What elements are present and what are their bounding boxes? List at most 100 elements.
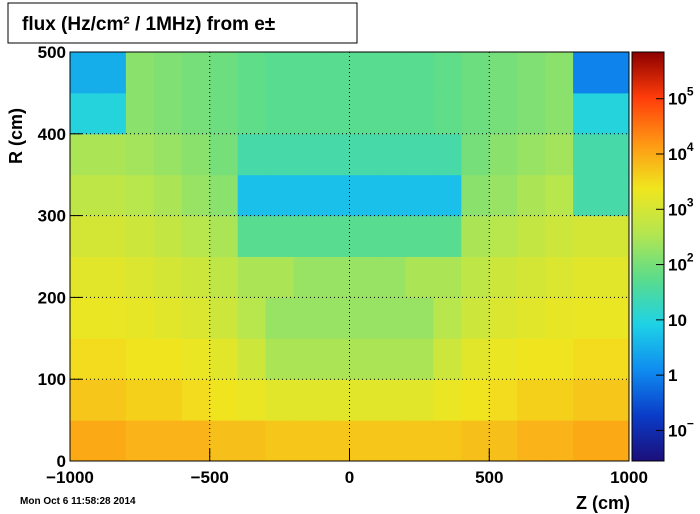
heat-cell [433, 215, 462, 257]
heat-cell [377, 256, 406, 298]
heat-cell [181, 420, 211, 462]
heat-cell [321, 256, 350, 298]
heat-cell [349, 174, 378, 217]
heat-cell [461, 379, 490, 421]
heat-cell [153, 52, 183, 94]
heat-cell [433, 297, 462, 339]
heat-cell [237, 92, 267, 135]
heat-cell [461, 92, 490, 135]
heat-cell [601, 215, 630, 257]
heat-cell [70, 52, 99, 94]
z-tick-label: 103 [668, 195, 694, 219]
heat-cell [293, 338, 323, 380]
heat-cell [349, 338, 378, 380]
heat-cell [517, 297, 546, 339]
heat-cell [125, 174, 155, 217]
heat-cell [237, 215, 267, 257]
heat-cell [265, 420, 295, 462]
heat-cell [489, 133, 518, 176]
x-axis-label: Z (cm) [576, 493, 630, 513]
heat-cell [209, 133, 239, 176]
heat-cell [377, 297, 406, 339]
y-tick-label: 0 [57, 452, 66, 471]
heat-cell [265, 215, 295, 257]
heat-cell [209, 379, 239, 421]
heat-cell [489, 338, 518, 380]
heat-cell [405, 338, 434, 380]
heat-cell [97, 379, 127, 421]
x-tick-label: 1000 [610, 468, 648, 487]
heat-cell [545, 420, 574, 462]
heat-cell [321, 92, 350, 135]
z-tick-exponent: 4 [687, 140, 694, 154]
heat-cell [601, 52, 630, 94]
heat-cell [349, 215, 378, 257]
heat-cell [433, 256, 462, 298]
heat-cell [377, 379, 406, 421]
z-tick-exponent: − [687, 416, 694, 430]
heat-cell [209, 297, 239, 339]
heat-cell [433, 92, 462, 135]
heat-cell [405, 420, 434, 462]
heat-cell [321, 379, 350, 421]
heat-cell [405, 297, 434, 339]
heat-cell [237, 297, 267, 339]
heat-cell [125, 215, 155, 257]
heat-cell [181, 52, 211, 94]
heat-cell [97, 215, 127, 257]
heat-cell [405, 174, 434, 217]
heat-cell [545, 256, 574, 298]
heat-cell [349, 133, 378, 176]
heat-cell [517, 92, 546, 135]
heat-cell [70, 338, 99, 380]
heat-cell [153, 379, 183, 421]
heat-cell [573, 256, 602, 298]
heat-cell [517, 174, 546, 217]
z-tick-label: 10 [668, 311, 687, 330]
z-tick-label: 105 [668, 85, 694, 109]
heat-cell [209, 215, 239, 257]
heat-cell [321, 297, 350, 339]
heat-cell [265, 338, 295, 380]
heat-cell [209, 174, 239, 217]
heat-cell [125, 52, 155, 94]
heat-cell [545, 92, 574, 135]
heat-cell [601, 174, 630, 217]
heat-cell [545, 379, 574, 421]
heat-cell [433, 133, 462, 176]
heat-cell [181, 297, 211, 339]
heat-cell [461, 52, 490, 94]
x-tick-label: 0 [345, 468, 354, 487]
z-tick-exponent: 5 [687, 85, 694, 99]
heat-cell [461, 338, 490, 380]
heat-cell [517, 338, 546, 380]
heat-cell [321, 52, 350, 94]
heat-cell [489, 256, 518, 298]
title-box [7, 2, 358, 44]
heat-cell [461, 256, 490, 298]
heat-cell [349, 297, 378, 339]
heat-cell [293, 215, 323, 257]
heat-cell [405, 133, 434, 176]
heat-cell [461, 215, 490, 257]
heat-cell [237, 174, 267, 217]
heat-cell [209, 52, 239, 94]
heat-cell [377, 52, 406, 94]
heat-cell [349, 379, 378, 421]
heat-cell [433, 174, 462, 217]
heat-cell [153, 92, 183, 135]
heat-cell [573, 92, 602, 135]
heat-cell [517, 215, 546, 257]
heat-cell [293, 256, 323, 298]
heat-cell [405, 379, 434, 421]
z-tick-base: 10 [668, 145, 687, 164]
heat-cell [489, 379, 518, 421]
heat-cell [237, 420, 267, 462]
heat-cell [209, 256, 239, 298]
heat-cell [293, 297, 323, 339]
heat-cell [517, 52, 546, 94]
timestamp: Mon Oct 6 11:58:28 2014 [20, 496, 136, 507]
heat-cell [265, 256, 295, 298]
heat-cell [573, 174, 602, 217]
